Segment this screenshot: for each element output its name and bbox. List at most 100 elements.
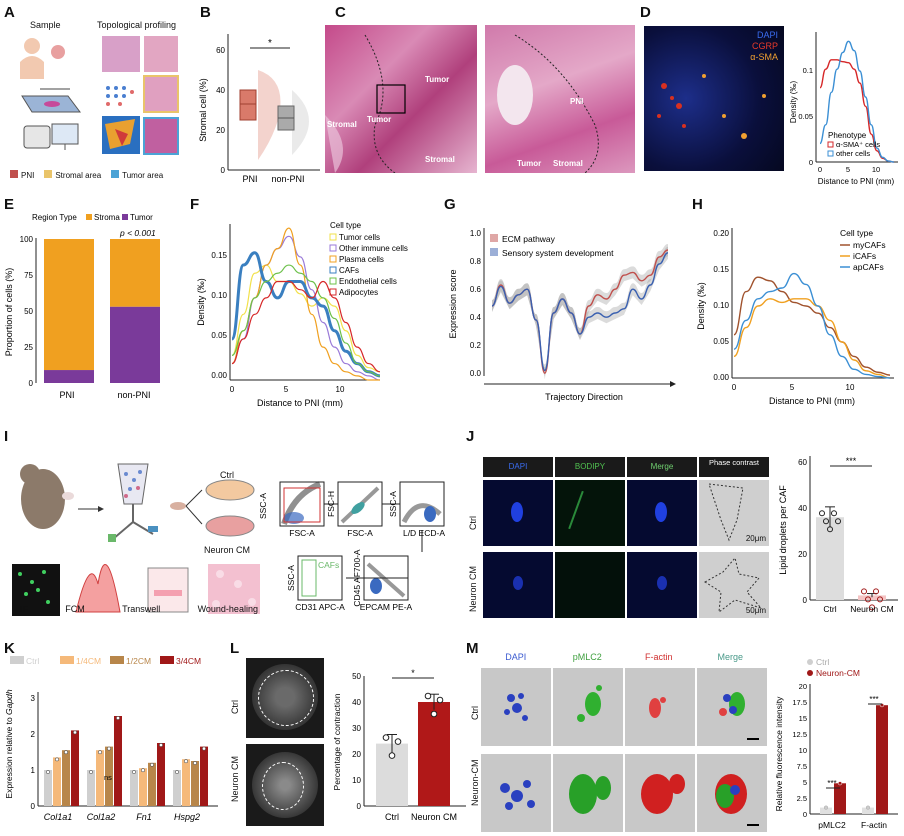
panel-label-e: E [4,196,15,213]
f-series-tumor-cells [231,264,381,373]
m-sig-pmlc2: *** [827,779,836,788]
d-xtick-5: 5 [846,165,850,174]
profiling-title: Topological profiling [97,20,177,30]
j-row-ctrl: Ctrl [468,516,478,530]
h-legend-label-1: iCAFs [853,251,876,261]
j-point-1-2 [869,604,875,611]
chart-g: 0.0 0.2 0.4 0.6 0.8 1.0 Expression score… [448,228,676,402]
h-ytick-010: 0.10 [713,301,729,310]
panel-label-h: H [692,196,703,213]
panel-label-g: G [444,196,456,213]
k-gene-col1a1: Col1a1 [44,812,73,822]
i-gate-ssca-1: SSC-A [258,493,268,519]
l-ytick-40: 40 [352,698,361,707]
l-bar-1 [418,702,450,806]
l-row-neuron: Neuron CM [230,755,240,802]
c-region-pni: PNI [570,97,584,106]
c-region-stromal-1: Stromal [327,120,357,129]
i-gate-cafs: CAFs [318,560,339,570]
chart-l: 0 10 20 30 40 50 Percentage of contracti… [332,668,466,822]
f-legend-label-5: Adipocytes [339,288,378,297]
j-header-merge: Merge [627,457,697,477]
k-bar-1-0 [87,770,95,806]
g-legend-ecm: ECM pathway [502,234,556,244]
k-legend-label-2: 1/2CM [126,656,151,666]
m-img-ctrl-factin [625,668,695,746]
m-header-pmlc2: pMLC2 [572,652,602,662]
e-legend-title: Region Type [32,213,77,222]
f-ytick-015: 0.15 [211,251,227,260]
k-bar-0-3 [71,730,79,806]
m-sig-factin: *** [869,695,878,704]
h-series-icafs [733,298,891,379]
m-ytick-10: 10 [799,746,807,755]
k-legend-label-0: Ctrl [26,656,39,666]
k-legend-label-3: 3/4CM [176,656,201,666]
k-bar-0-0 [44,770,52,806]
f-legend-label-2: Plasma cells [339,255,384,264]
panel-label-c: C [335,4,346,21]
i-assay-wound: Wound-healing [197,604,258,614]
k-ytick-1: 1 [31,766,36,775]
d-ytick-01: 0.1 [803,66,813,75]
d-ytick-005: 0.05 [798,112,813,121]
j-ytick-0: 0 [803,596,808,605]
d-legend-other: other cells [836,149,870,158]
g-ytick-08: 0.8 [470,257,482,266]
panel-label-b: B [200,4,211,21]
j-header-row: DAPI BODIPY Merge Phase contrast [483,457,769,477]
k-bar-2-0 [130,770,138,806]
d-legend-asma: α-SMA⁺ cells [836,140,880,149]
i-gate-cd31: CD31 APC-A [295,602,345,612]
k-ytick-2: 2 [31,730,36,739]
d-channel-dapi: DAPI [756,30,778,40]
m-ytick-20: 20 [799,682,807,691]
i-assay-transwell: Transwell [122,604,161,614]
e-bar-stroma-1 [110,239,160,307]
svg-text:Expression relative to Gapdh: Expression relative to Gapdh [4,689,14,798]
m-img-neuron-dapi [481,754,551,832]
h-ytick-005: 0.05 [713,337,729,346]
k-legend-swatch-1 [60,656,74,664]
j-point-1-3 [873,588,879,595]
i-assay-labels: IF FCM Transwell Wound-healing [8,604,258,614]
b-ytick-40: 40 [216,86,225,95]
j-img-ctrl-merge [627,480,697,546]
j-img-neuron-dapi [483,552,553,618]
panel-label-d: D [640,4,651,21]
k-ns: ns [104,773,112,782]
if-image-d: DAPI CGRP α-SMA [644,26,784,171]
chart-k: Ctrl 1/4CM 1/2CM 3/4CM 0 1 2 3 Expression r… [4,656,218,822]
i-gate-cd45: CD45 AF700-A [352,549,362,606]
m-legend-neuron: Neuron-CM [816,668,860,678]
m-img-neuron-factin [625,754,695,832]
j-point-1-1 [865,596,871,603]
d-ytick-0: 0 [809,158,813,167]
chart-d: 0 0.05 0.1 0 5 10 Density (‰) Distance t… [790,32,898,186]
m-ytick-15: 15 [799,714,807,723]
h-legend-label-0: myCAFs [853,240,886,250]
f-xlabel: Distance to PNI (mm) [257,398,343,408]
i-neuron-label: Neuron CM [204,545,251,555]
m-img-neuron-pmlc2 [553,754,623,832]
d-series--sma-cells [819,59,895,163]
j-scale-20: 20μm [745,534,766,543]
e-group-pni: PNI [59,390,74,400]
j-scale-50: 50μm [745,606,766,615]
k-gene-hspg2: Hspg2 [174,812,200,822]
h-xtick-10: 10 [846,383,855,392]
k-bar-1-1 [96,750,104,806]
l-row-ctrl: Ctrl [230,700,240,714]
e-ytick-75: 75 [24,271,33,280]
e-pvalue: p < 0.001 [119,228,156,238]
h-ylabel: Density (‰) [696,282,706,330]
l-point-1-1 [430,710,438,718]
m-ytick-2-5: 2.5 [797,794,807,803]
k-gene-fn1: Fn1 [136,812,152,822]
m-ytick-0: 0 [803,810,807,819]
m-bar-0-0 [820,807,832,814]
i-gate-ssca-2: SSC-A [388,491,398,517]
h-ytick-015: 0.15 [713,265,729,274]
l-ytick-30: 30 [352,724,361,733]
c-region-tumor-1: Tumor [367,115,392,124]
